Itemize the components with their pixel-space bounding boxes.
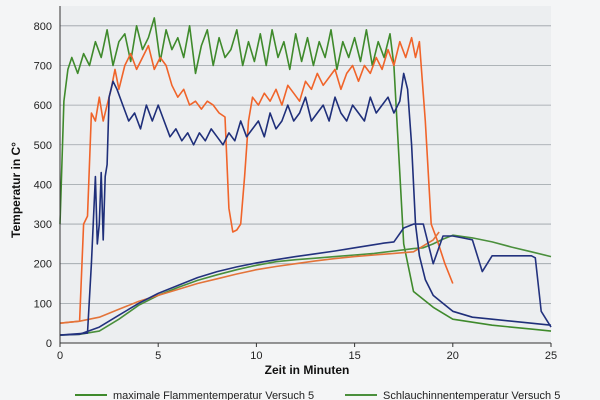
y-axis-title: Temperatur in C° (9, 142, 23, 238)
y-tick-label: 700 (34, 60, 52, 72)
axes (59, 6, 552, 347)
series-line-2 (59, 234, 552, 336)
x-tick-label: 20 (447, 350, 459, 362)
y-tick-label: 500 (34, 140, 52, 152)
y-tick-label: 100 (34, 298, 52, 310)
series-line-4 (59, 231, 440, 324)
y-tick-label: 400 (34, 179, 52, 191)
series-layer (59, 17, 552, 336)
legend-label: Schlauchinnentemperatur Versuch 5 (383, 390, 560, 400)
x-tick-label: 0 (57, 350, 63, 362)
plot-area (60, 6, 551, 343)
x-tick-label: 15 (348, 350, 360, 362)
x-tick-label: 25 (545, 350, 557, 362)
grid-lines (60, 25, 551, 304)
y-tick-label: 300 (34, 219, 52, 231)
x-tick-label: 10 (250, 350, 262, 362)
x-tick-label: 5 (155, 350, 161, 362)
y-tick-label: 600 (34, 100, 52, 112)
series-line-5 (59, 72, 552, 336)
legend: maximale Flammentemperatur Versuch 5 Schl… (75, 390, 560, 400)
series-line-3 (59, 36, 454, 324)
x-tick-labels: 0 5 10 15 20 25 (57, 350, 557, 362)
y-tick-labels: 0 100 200 300 400 500 600 700 800 (34, 21, 52, 350)
series-line-6 (59, 223, 552, 336)
legend-label: maximale Flammentemperatur Versuch 5 (113, 390, 314, 400)
x-axis-title: Zeit in Minuten (265, 363, 350, 377)
y-tick-label: 0 (46, 338, 52, 350)
y-tick-label: 800 (34, 21, 52, 33)
series-line-1 (59, 17, 552, 332)
y-tick-label: 200 (34, 259, 52, 271)
